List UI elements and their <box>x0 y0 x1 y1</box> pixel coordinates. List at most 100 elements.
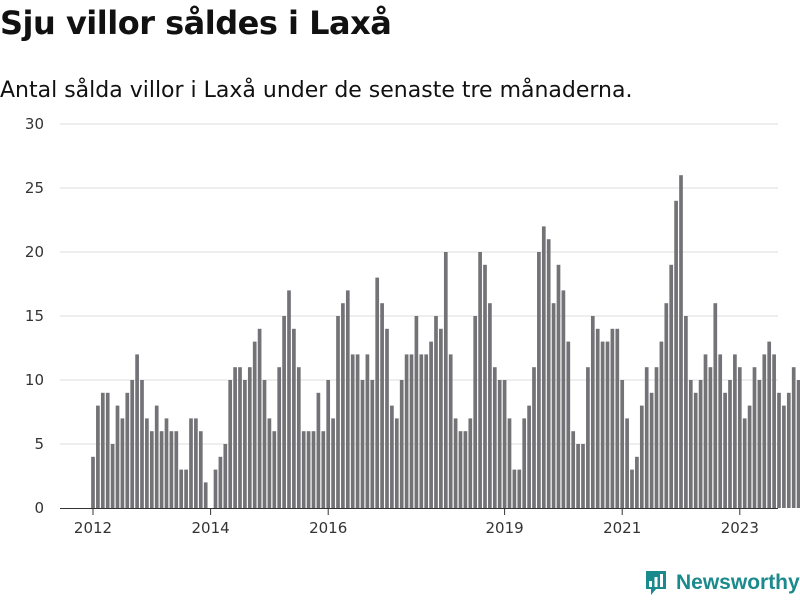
y-tick-label: 0 <box>34 499 44 517</box>
bar <box>311 431 316 508</box>
bar <box>120 418 125 508</box>
y-tick-label: 5 <box>34 435 44 453</box>
bar <box>688 380 693 508</box>
bar <box>733 354 737 508</box>
bar <box>149 431 154 508</box>
bar <box>757 380 762 508</box>
bar <box>561 290 566 508</box>
bar <box>639 405 644 508</box>
bar <box>341 303 345 508</box>
bar <box>674 200 678 509</box>
bar <box>527 405 531 508</box>
bar <box>194 418 198 508</box>
bar <box>458 431 463 508</box>
bar <box>541 226 546 508</box>
x-tick-label: 2021 <box>603 519 641 537</box>
bar <box>546 239 551 508</box>
bar <box>218 456 223 508</box>
bar <box>669 264 674 508</box>
bar <box>424 354 429 508</box>
x-tick-label: 2019 <box>486 519 524 537</box>
bar <box>238 367 242 508</box>
bar <box>287 290 291 508</box>
bar <box>737 367 742 508</box>
bar <box>247 367 252 508</box>
brand-name: Newsworthy <box>676 571 800 594</box>
bar <box>747 405 752 508</box>
bar <box>595 328 600 508</box>
bar <box>625 418 629 508</box>
bar <box>257 328 262 508</box>
bar <box>414 316 419 508</box>
bar <box>713 303 718 508</box>
bar <box>703 354 708 508</box>
bar <box>331 418 335 508</box>
bar <box>684 316 688 508</box>
chart-subtitle: Antal sålda villor i Laxå under de senas… <box>0 78 633 103</box>
bar <box>742 418 747 508</box>
x-tick-label: 2023 <box>721 519 759 537</box>
bar <box>267 418 272 508</box>
bar <box>517 469 522 508</box>
bar-chart: 0510152025302012201420162019202120232025… <box>25 115 800 537</box>
bar <box>483 264 487 508</box>
bar <box>360 380 365 508</box>
bar <box>473 316 478 508</box>
bar <box>492 367 497 508</box>
bar <box>174 431 179 508</box>
bar <box>233 367 237 508</box>
bar <box>375 277 380 508</box>
bar <box>115 405 120 508</box>
bar <box>664 303 669 508</box>
bar <box>145 418 149 508</box>
bar <box>439 328 443 508</box>
bar <box>571 431 576 508</box>
newsworthy-brand[interactable]: Newsworthy <box>644 568 800 598</box>
bar <box>355 354 360 508</box>
bar <box>497 380 502 508</box>
bar <box>380 303 384 508</box>
bar <box>179 469 184 508</box>
bar-chart-logo-icon <box>646 571 666 595</box>
bar <box>130 380 135 508</box>
bar <box>316 392 321 508</box>
bar <box>556 264 561 508</box>
bar <box>135 354 139 508</box>
bar <box>772 354 776 508</box>
bar <box>326 380 331 508</box>
bar <box>169 431 174 508</box>
bar <box>644 367 649 508</box>
bar <box>551 303 556 508</box>
bar <box>228 380 233 508</box>
bar <box>164 418 169 508</box>
bar <box>576 444 580 508</box>
bar <box>786 392 791 508</box>
bar <box>649 392 654 508</box>
bar <box>693 392 698 508</box>
bar <box>252 341 257 508</box>
bar <box>184 469 188 508</box>
bar <box>125 392 130 508</box>
bar <box>620 380 625 508</box>
bar <box>213 469 218 508</box>
bar <box>301 431 306 508</box>
bar <box>434 316 438 508</box>
y-tick-label: 15 <box>25 307 44 325</box>
bar <box>385 328 389 508</box>
bar <box>243 380 247 508</box>
bar <box>777 392 781 508</box>
bar <box>796 380 800 508</box>
bar <box>605 341 610 508</box>
bar <box>96 405 100 508</box>
bar <box>198 431 203 508</box>
bar <box>708 367 713 508</box>
bar <box>654 367 659 508</box>
bar <box>292 328 296 508</box>
bar <box>390 405 394 508</box>
chart-title: Sju villor såldes i Laxå <box>0 4 392 42</box>
bar <box>223 444 228 508</box>
bar <box>502 380 507 508</box>
bar <box>463 431 468 508</box>
bar <box>429 341 433 508</box>
bar <box>728 380 732 508</box>
